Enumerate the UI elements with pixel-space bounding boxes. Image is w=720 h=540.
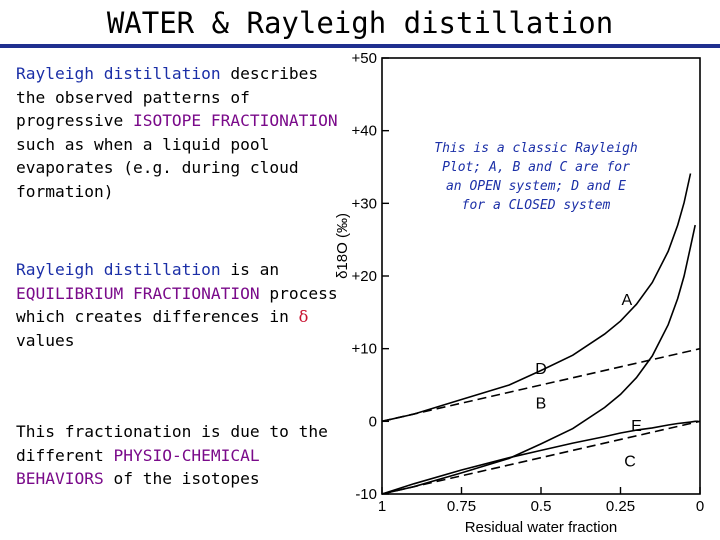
x-tick-label: 0.75: [447, 498, 476, 515]
emphasis-isotope-fractionation: ISOTOPE FRACTIONATION: [132, 111, 338, 130]
curve-label-a: A: [622, 292, 633, 309]
title-bar: WATER & Rayleigh distillation: [0, 0, 720, 48]
y-tick-label: +50: [352, 50, 377, 67]
y-tick-label: +10: [352, 341, 377, 358]
x-tick-label: 0.5: [531, 498, 552, 515]
y-tick-label: +40: [352, 123, 377, 140]
curve-label-d: D: [535, 361, 547, 378]
emphasis-equilibrium-fractionation: EQUILIBRIUM FRACTIONATION: [16, 283, 260, 303]
y-axis-label: δ18O (‰): [334, 213, 351, 279]
curve-label-e: E: [631, 418, 642, 435]
x-axis-label: Residual water fraction: [465, 519, 618, 536]
paragraph-text: such as when a liquid pool evaporates (e…: [16, 134, 299, 201]
delta-symbol: δ: [298, 307, 309, 326]
paragraph-equilibrium: Rayleigh distillation is an EQUILIBRIUM …: [16, 258, 346, 352]
curve-label-c: C: [624, 453, 636, 470]
plot-note-line-1: This is a classic Rayleigh: [434, 141, 638, 156]
x-tick-label: 1: [378, 498, 386, 515]
plot-labels: A DB E C: [535, 292, 642, 470]
paragraph-text: This fractionation is due to the differe…: [16, 422, 328, 465]
page-title: WATER & Rayleigh distillation: [106, 6, 614, 40]
paragraph-text: values: [16, 330, 75, 350]
paragraph-text: process which creates differences in: [16, 283, 338, 327]
plot-note-line-3: an OPEN system; D and E: [446, 179, 626, 194]
plot-note-line-2: Plot; A, B and C are for: [442, 160, 630, 175]
paragraph-text: describes the observed patterns of progr…: [16, 64, 319, 130]
paragraph-physio-chemical: This fractionation is due to the differe…: [16, 420, 346, 491]
y-tick-label: 0: [369, 413, 377, 430]
series-line-d: [381, 347, 701, 423]
x-tick-label: 0.25: [606, 498, 635, 515]
emphasis-physio-chemical: PHYSIO-CHEMICAL BEHAVIORS: [16, 445, 260, 489]
curve-label-b: B: [536, 395, 547, 412]
plot-note-line-4: for a CLOSED system: [462, 198, 611, 213]
term-rayleigh-distillation: Rayleigh distillation: [16, 64, 221, 83]
paragraph-text: is an: [220, 260, 280, 279]
x-tick-label: 0: [696, 498, 704, 515]
series-line-e: [381, 420, 701, 495]
paragraph-text: of the isotopes: [103, 469, 260, 488]
plot-series: [381, 173, 701, 495]
paragraph-rayleigh-description: Rayleigh distillation describes the obse…: [16, 62, 346, 203]
y-tick-label: +20: [352, 268, 377, 285]
term-rayleigh-distillation: Rayleigh distillation: [16, 260, 221, 279]
plot-axes: +50 +40 +30 +20 +10 0 -101 0.75 0.5 0.25 0 Residual…: [334, 50, 704, 536]
y-tick-label: -10: [355, 486, 377, 503]
series-line-c: [381, 420, 699, 495]
y-tick-label: +30: [352, 195, 377, 212]
series-line-a: [381, 173, 692, 423]
series-line-b: [381, 224, 696, 495]
